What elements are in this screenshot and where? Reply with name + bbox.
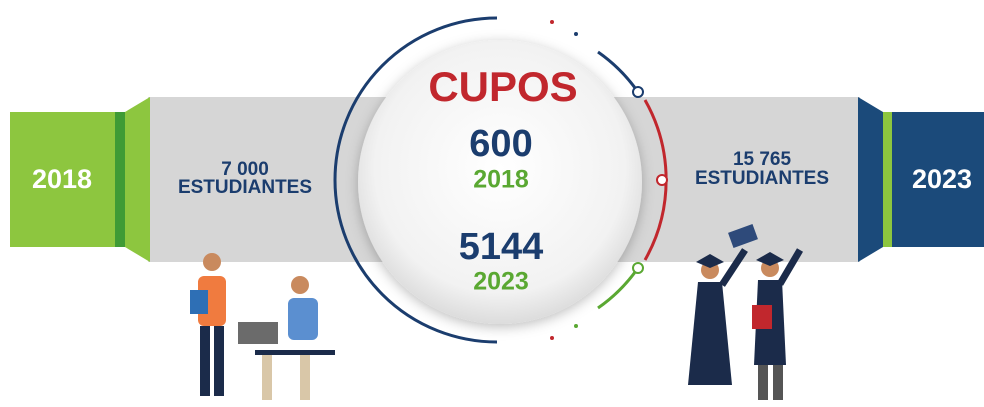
dot bbox=[550, 336, 554, 340]
right-chevron bbox=[858, 97, 883, 262]
right-year: 2023 bbox=[912, 164, 972, 194]
left-block bbox=[10, 112, 115, 247]
dot bbox=[632, 86, 644, 98]
right-count: 15 765 bbox=[733, 149, 792, 170]
arc-left bbox=[333, 16, 498, 344]
value: 5144 bbox=[459, 226, 544, 268]
value: 600 bbox=[469, 123, 532, 165]
dot bbox=[574, 32, 578, 36]
value-year: 2018 bbox=[473, 166, 529, 194]
dot bbox=[632, 262, 644, 274]
right-block bbox=[892, 112, 984, 247]
left-label: ESTUDIANTES bbox=[178, 177, 312, 198]
students-illustration bbox=[190, 253, 335, 400]
dot bbox=[574, 324, 578, 328]
value-year: 2023 bbox=[473, 268, 529, 296]
left-chevron bbox=[125, 97, 150, 262]
right-strip bbox=[883, 112, 892, 247]
left-year: 2018 bbox=[32, 164, 92, 194]
right-label: ESTUDIANTES bbox=[695, 168, 829, 189]
dot bbox=[656, 174, 668, 186]
left-count: 7 000 bbox=[221, 159, 269, 180]
center-disc bbox=[358, 40, 642, 324]
graduates-illustration bbox=[688, 224, 804, 400]
center-title: CUPOS bbox=[428, 63, 577, 110]
left-strip bbox=[115, 112, 125, 247]
dot bbox=[550, 20, 554, 24]
